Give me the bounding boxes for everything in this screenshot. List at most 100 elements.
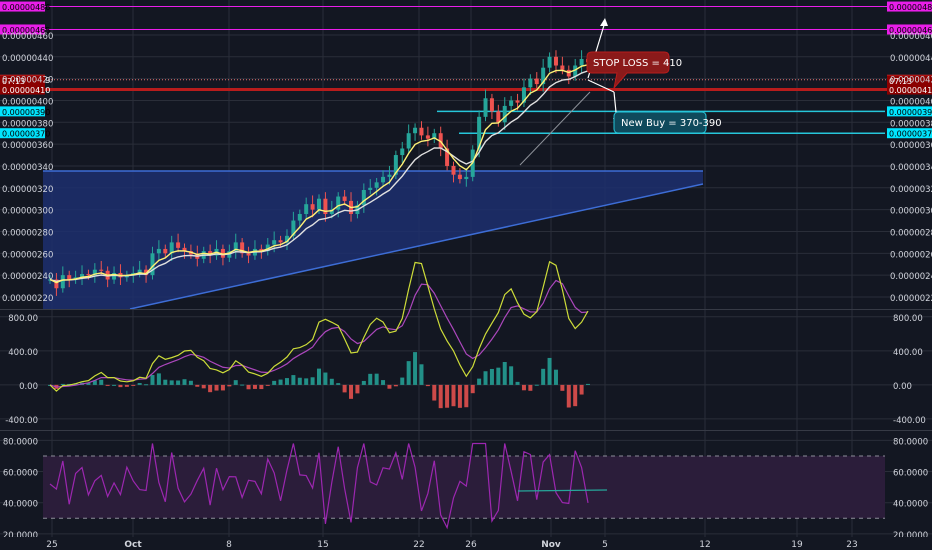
triangle-support-line[interactable] (129, 183, 704, 310)
rsi-band-fill (43, 455, 885, 519)
candle-body (144, 269, 149, 276)
price-tag (0, 1, 45, 12)
candle-body (92, 269, 97, 276)
macd-histogram-bar (137, 383, 142, 385)
candle-body (297, 214, 302, 221)
candle-body (233, 242, 238, 252)
macd-axis-label-left: -400.00 (5, 416, 38, 426)
macd-histogram-bar (547, 357, 552, 385)
macd-histogram-bar (361, 380, 366, 385)
time-axis-label: 22 (413, 540, 424, 550)
macd-histogram-bar (112, 384, 117, 386)
candle-body (99, 269, 104, 271)
upside-arrowhead-icon (600, 18, 608, 26)
price-tag (887, 84, 932, 95)
macd-axis-label-left: 0.00 (19, 382, 38, 392)
candle-body (381, 176, 386, 183)
candle-body (451, 165, 456, 175)
macd-histogram-bar (406, 361, 411, 385)
candle-body (419, 127, 424, 136)
macd-histogram-bar (297, 377, 302, 385)
time-axis-label: 25 (46, 540, 57, 550)
macd-histogram-bar (329, 378, 334, 385)
macd-histogram-bar (188, 380, 193, 385)
price-tag-label: 0.00000465 (2, 26, 50, 35)
price-tags: 0.00000486 0.00000486 0.00000465 0.00000465… (0, 1, 932, 139)
price-axis-label-right: 0.00000420 (890, 76, 932, 86)
candle-body (573, 65, 578, 77)
price-axis-label-left: 0.00000280 (2, 228, 53, 238)
new-buy-label: New Buy = 370-390 (621, 118, 722, 129)
macd-axis-label-right: -400.00 (893, 416, 926, 426)
price-tag (0, 106, 45, 117)
macd-histogram-bar (214, 384, 219, 391)
candle-body (336, 196, 341, 210)
candle-body (374, 182, 379, 188)
macd-histogram-bar (349, 384, 354, 399)
macd-histogram-bar (489, 368, 494, 385)
rsi-axis-label-left: 80.0000 (3, 437, 38, 447)
macd-histogram-bar (272, 380, 277, 385)
moving-averages (49, 64, 589, 284)
candle-body (220, 248, 225, 258)
macd-histogram-bar (419, 364, 424, 385)
candle-body (534, 78, 539, 85)
candle-body (60, 275, 65, 289)
candle-body (112, 272, 117, 280)
macd-histogram-bar (509, 366, 514, 385)
macd-histogram-bar (150, 375, 155, 385)
price-tag-label: 0.00000486 (889, 3, 932, 12)
macd-histogram-bar (496, 367, 501, 385)
candle-body (284, 235, 289, 243)
price-axis-label-left: 0.00000300 (2, 207, 53, 217)
macd-histogram-bar (291, 375, 296, 385)
countdown-label: 07:13 (889, 77, 912, 86)
macd-panel (48, 260, 590, 409)
price-axis-label-left: 0.00000360 (2, 141, 53, 151)
macd-histogram-bar (470, 384, 475, 394)
macd-histogram-bar (553, 369, 558, 385)
macd-histogram-bar (259, 384, 264, 390)
rsi-axis-label-right: 20.0000 (893, 531, 928, 541)
macd-histogram-bar (163, 379, 168, 385)
price-axis-label-right: 0.00000220 (890, 294, 932, 304)
candle-body (265, 244, 270, 252)
ascending-triangle-pattern[interactable] (43, 171, 703, 309)
price-tag-label: 0.00000410 (889, 86, 932, 95)
price-axis-label-right: 0.00000280 (890, 228, 932, 238)
candle-body (208, 251, 213, 256)
price-axis-label-left: 0.00000320 (2, 185, 53, 195)
candle-body (246, 253, 251, 256)
candle-body (169, 242, 174, 254)
rsi-axis-label-left: 40.0000 (3, 500, 38, 510)
candle-body (361, 189, 366, 206)
rsi-panel (43, 442, 885, 530)
candle-body (553, 56, 558, 66)
countdown-tag (887, 75, 932, 86)
macd-histogram-bar (201, 384, 206, 389)
candle-body (182, 247, 187, 252)
time-axis-bar[interactable] (0, 537, 932, 550)
macd-histogram-bar (521, 384, 526, 391)
macd-histogram-bar (118, 384, 123, 388)
candle-body (67, 275, 72, 280)
candle-body (304, 204, 309, 215)
price-tag (887, 128, 932, 139)
macd-histogram-bar (60, 383, 65, 385)
candle-body (464, 176, 469, 180)
price-axis-label-right: 0.00000300 (890, 207, 932, 217)
stop-loss-callout[interactable]: STOP LOSS = 410 (586, 51, 682, 90)
macd-histogram-bar (131, 384, 136, 386)
retrace-arrow-line (587, 79, 615, 93)
candle-body (393, 155, 398, 175)
new-buy-callout[interactable]: New Buy = 370-390 (613, 111, 722, 134)
axis-labels: 0.00000220 0.00000220 0.00000240 0.00000240… (2, 32, 932, 541)
candle-body (342, 196, 347, 201)
macd-signal-line (49, 279, 589, 388)
macd-histogram-bar (413, 352, 418, 385)
macd-axis-label-right: 400.00 (893, 348, 923, 358)
candle-body (477, 116, 482, 150)
candle-body (137, 269, 142, 273)
